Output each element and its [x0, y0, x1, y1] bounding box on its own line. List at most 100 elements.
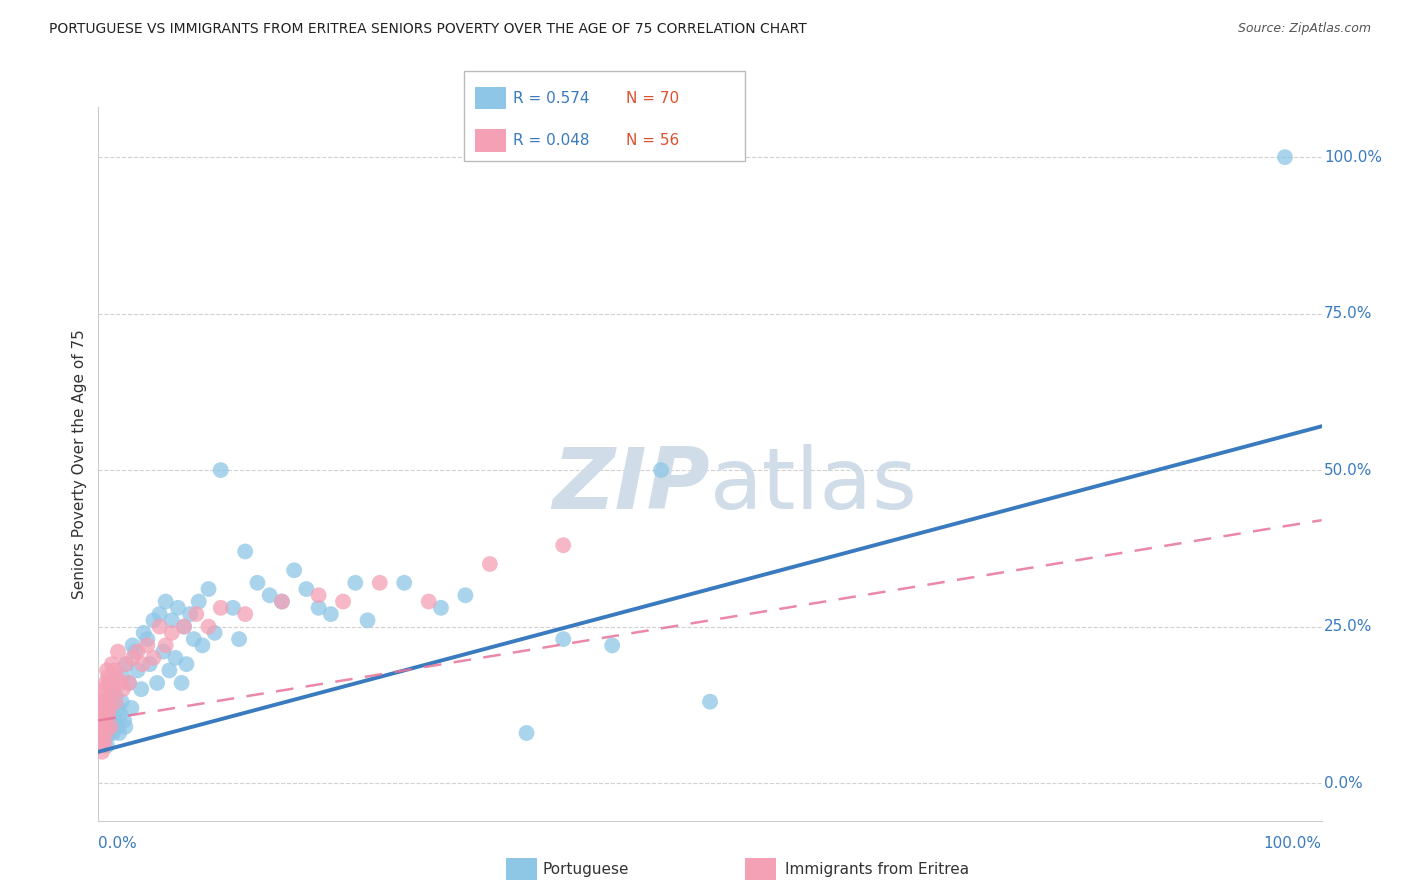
Point: [308, 600, 330, 615]
Point: [104, 689, 127, 703]
Point: [170, 676, 193, 690]
Point: [430, 600, 453, 615]
Point: [142, 613, 165, 627]
Point: [454, 588, 477, 602]
Point: [127, 664, 149, 678]
Point: [197, 619, 219, 633]
Point: [179, 607, 201, 621]
Point: [136, 639, 159, 653]
Point: [104, 695, 127, 709]
Point: [121, 639, 143, 653]
Point: [121, 651, 143, 665]
Text: N = 56: N = 56: [626, 134, 679, 148]
Point: [107, 701, 129, 715]
Text: 75.0%: 75.0%: [1324, 306, 1372, 321]
Point: [176, 657, 198, 672]
Point: [114, 720, 136, 734]
Point: [98, 701, 121, 715]
Point: [146, 676, 169, 690]
Point: [105, 670, 128, 684]
Point: [105, 720, 128, 734]
Text: Portuguese: Portuguese: [543, 863, 630, 877]
Point: [152, 645, 174, 659]
Point: [167, 600, 190, 615]
Point: [90, 739, 112, 753]
Point: [553, 538, 575, 552]
Point: [160, 613, 183, 627]
Point: [91, 714, 114, 728]
Point: [111, 670, 134, 684]
Text: ZIP: ZIP: [553, 443, 710, 527]
Text: 25.0%: 25.0%: [1324, 619, 1372, 634]
Point: [91, 689, 114, 703]
Point: [97, 670, 120, 684]
Point: [100, 720, 122, 734]
Point: [139, 657, 162, 672]
Point: [142, 651, 165, 665]
Point: [107, 645, 129, 659]
Text: 0.0%: 0.0%: [98, 837, 138, 851]
Point: [100, 689, 122, 703]
Text: R = 0.048: R = 0.048: [513, 134, 589, 148]
Point: [308, 588, 330, 602]
Point: [332, 594, 354, 608]
Point: [1274, 150, 1296, 164]
Point: [132, 625, 155, 640]
Point: [94, 695, 117, 709]
Point: [204, 625, 226, 640]
Point: [129, 682, 152, 697]
Point: [295, 582, 318, 596]
Point: [209, 600, 232, 615]
Point: [319, 607, 342, 621]
Point: [96, 664, 118, 678]
Point: [120, 701, 142, 715]
Point: [111, 682, 134, 697]
Point: [515, 726, 537, 740]
Point: [650, 463, 672, 477]
Point: [100, 701, 122, 715]
Point: [111, 695, 134, 709]
Point: [270, 594, 294, 608]
Point: [418, 594, 440, 608]
Point: [600, 639, 623, 653]
Point: [191, 639, 214, 653]
Point: [93, 682, 115, 697]
Point: [91, 745, 114, 759]
Point: [392, 575, 416, 590]
Text: 100.0%: 100.0%: [1324, 150, 1382, 165]
Point: [246, 575, 269, 590]
Point: [186, 607, 208, 621]
Point: [101, 657, 124, 672]
Point: [94, 676, 117, 690]
Point: [100, 720, 122, 734]
Point: [165, 651, 187, 665]
Text: atlas: atlas: [710, 443, 918, 527]
Text: PORTUGUESE VS IMMIGRANTS FROM ERITREA SENIORS POVERTY OVER THE AGE OF 75 CORRELA: PORTUGUESE VS IMMIGRANTS FROM ERITREA SE…: [49, 22, 807, 37]
Point: [96, 720, 118, 734]
Point: [91, 720, 114, 734]
Text: N = 70: N = 70: [626, 91, 679, 105]
Point: [108, 726, 131, 740]
Point: [160, 625, 183, 640]
Point: [233, 607, 256, 621]
Point: [94, 726, 117, 740]
Point: [91, 732, 114, 747]
Point: [93, 707, 115, 722]
Point: [90, 701, 112, 715]
Text: R = 0.574: R = 0.574: [513, 91, 589, 105]
Point: [101, 682, 124, 697]
Point: [103, 714, 125, 728]
Point: [101, 726, 124, 740]
Point: [114, 657, 136, 672]
Point: [118, 676, 141, 690]
Point: [187, 594, 209, 608]
Point: [97, 707, 120, 722]
Point: [131, 657, 153, 672]
Point: [115, 657, 138, 672]
Point: [149, 607, 172, 621]
Text: Source: ZipAtlas.com: Source: ZipAtlas.com: [1237, 22, 1371, 36]
Point: [149, 619, 172, 633]
Text: 0.0%: 0.0%: [1324, 775, 1362, 790]
Text: 100.0%: 100.0%: [1264, 837, 1322, 851]
Point: [91, 695, 114, 709]
